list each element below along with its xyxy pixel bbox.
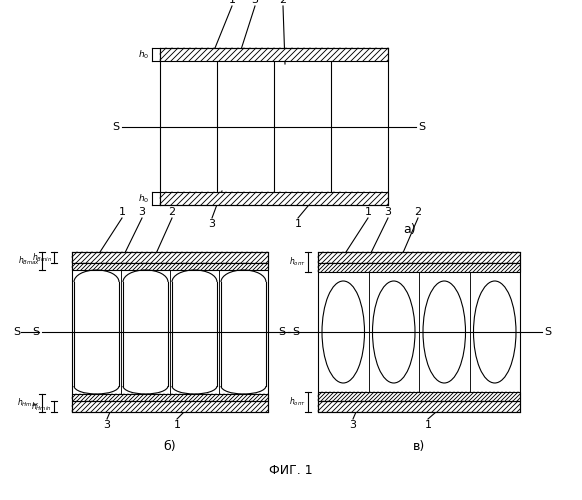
Text: 3: 3 — [385, 207, 392, 217]
Text: S: S — [112, 122, 119, 132]
Text: 1: 1 — [364, 207, 371, 217]
Text: а): а) — [403, 223, 416, 236]
Text: $h_0$: $h_0$ — [138, 48, 149, 60]
Text: S: S — [418, 122, 425, 132]
Text: ФИГ. 1: ФИГ. 1 — [269, 464, 313, 476]
Polygon shape — [72, 394, 268, 401]
Text: 3: 3 — [251, 0, 258, 5]
Text: 1: 1 — [119, 207, 126, 217]
Text: 2: 2 — [414, 207, 421, 217]
Polygon shape — [318, 401, 520, 412]
Text: S: S — [292, 327, 299, 337]
Text: $h_0$: $h_0$ — [138, 192, 149, 205]
Text: S: S — [278, 327, 285, 337]
Text: 1: 1 — [229, 0, 236, 5]
Text: 1: 1 — [424, 420, 431, 430]
Text: 1: 1 — [173, 420, 180, 430]
Text: $h_{опт}$: $h_{опт}$ — [289, 396, 306, 408]
Text: 3: 3 — [208, 219, 215, 229]
Text: 3: 3 — [104, 420, 111, 430]
Text: S: S — [13, 327, 20, 337]
Text: б): б) — [164, 440, 176, 453]
Text: 2: 2 — [279, 0, 286, 5]
Text: 3: 3 — [350, 420, 357, 430]
Text: 2: 2 — [168, 207, 176, 217]
Polygon shape — [318, 252, 520, 263]
Polygon shape — [72, 263, 268, 270]
Text: S: S — [544, 327, 551, 337]
Polygon shape — [318, 263, 520, 272]
Text: 1: 1 — [294, 219, 301, 229]
Text: $h_{Bmax}$: $h_{Bmax}$ — [18, 255, 40, 267]
Text: $h_{Hmin}$: $h_{Hmin}$ — [31, 400, 52, 413]
Text: $h_{опт}$: $h_{опт}$ — [289, 256, 306, 268]
Polygon shape — [72, 401, 268, 412]
Text: 3: 3 — [139, 207, 146, 217]
Text: в): в) — [413, 440, 425, 453]
Polygon shape — [318, 392, 520, 401]
Text: S: S — [32, 327, 39, 337]
Polygon shape — [160, 192, 388, 205]
Polygon shape — [72, 252, 268, 263]
Text: $h_{Hmax}$: $h_{Hmax}$ — [17, 397, 40, 409]
Polygon shape — [160, 48, 388, 61]
Text: $h_{Bmin}$: $h_{Bmin}$ — [32, 251, 52, 264]
